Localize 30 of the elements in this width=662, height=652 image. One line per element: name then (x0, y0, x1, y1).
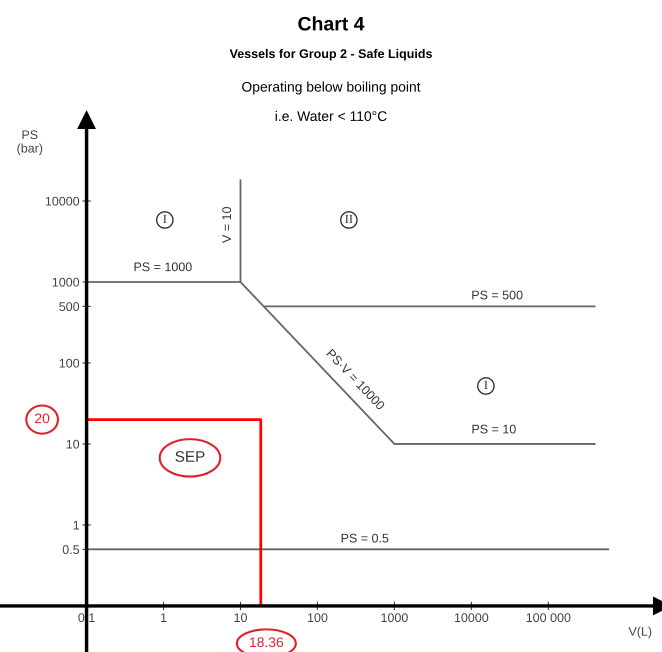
annotation: II (345, 214, 353, 224)
annotation: V = 10 (222, 207, 232, 243)
y-tick-label: 500 (59, 302, 80, 312)
annotation: i.e. Water < 110°C (276, 110, 387, 122)
y-tick-label: 1000 (52, 278, 80, 287)
chart-subtitle: Vessels for Group 2 - Safe Liquids (230, 48, 432, 61)
x-tick-label: 10 (234, 613, 247, 622)
x-tick-label: 10000 (454, 613, 488, 622)
x-tick-label: 100 000 (526, 613, 570, 622)
annotation: 18.36 (250, 637, 284, 648)
y-tick-label: 10000 (46, 196, 80, 206)
x-tick-label: 1000 (381, 613, 408, 622)
y-tick-label: 1 (74, 520, 80, 530)
annotation: PS = 1000 (134, 262, 192, 272)
annotation: 20 (35, 413, 50, 424)
annotation: PS = 500 (472, 290, 523, 300)
annotation: PS = 10 (472, 424, 516, 434)
y-axis-title: PS (bar) (17, 130, 42, 156)
x-tick-label: 1 (161, 613, 166, 622)
y-tick-label: 100 (60, 358, 80, 368)
annotation: PS = 0.5 (342, 534, 388, 543)
chart-title: Chart 4 (298, 16, 364, 31)
y-tick-label: 0.5 (62, 545, 80, 554)
annotation: I (163, 214, 166, 224)
x-axis-title: V(L) (628, 626, 652, 638)
x-tick-label: 100 (308, 613, 328, 622)
y-tick-label: 10 (66, 440, 80, 449)
annotation: SEP (175, 451, 204, 462)
annotation: I (484, 380, 488, 390)
text: Operating below boiling point (242, 82, 420, 94)
